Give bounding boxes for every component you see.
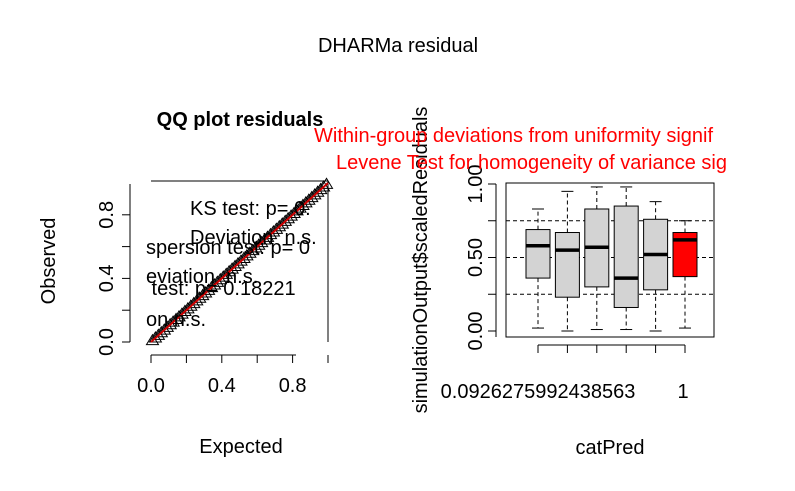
qq-reference-line	[150, 182, 329, 343]
boxplot-panel: 0.00 0.50 1.00 0.0926275992438563 1 catPre…	[314, 107, 727, 459]
qq-point	[319, 177, 334, 189]
qq-annotation-ks-deviation: Deviation n.s.	[190, 227, 317, 249]
qq-annotation-dispersion-deviation: eviation n.s.	[146, 266, 258, 288]
boxplot-box	[643, 201, 669, 332]
qq-annotation-dispersion: spersion test: p= 0	[146, 237, 310, 259]
boxplot-title-line-2: Levene Test for homogeneity of variance …	[336, 152, 727, 174]
box-iqr	[613, 205, 639, 308]
qq-annotation-ks: KS test: p= 0.	[190, 198, 311, 220]
boxplot-y-tick-label: 0.00	[465, 312, 487, 351]
boxplot-x-tick-label-0: 0.0926275992438563	[441, 381, 636, 403]
boxplot-x-label: catPred	[576, 437, 645, 459]
boxplot-box	[584, 186, 610, 331]
qq-x-tick-label: 0.8	[279, 375, 307, 397]
qq-annotation-outlier-deviation: on n.s.	[146, 309, 206, 331]
boxplot-box	[672, 220, 698, 329]
boxplot-x-tick-label-1: 1	[677, 381, 688, 403]
qq-plot-title: QQ plot residuals	[157, 109, 324, 131]
boxplot-boxes	[525, 186, 698, 332]
box-iqr	[525, 229, 551, 279]
qq-y-ticks: 0.0 0.4 0.8	[96, 201, 130, 356]
qq-plot-panel: QQ plot residuals 0.0 0.4 0.8 0.0 0.4 0.8 KS…	[38, 109, 334, 458]
qq-annotation-outlier: test: p= 0.18221	[146, 278, 296, 300]
boxplot-y-tick-label: 0.50	[465, 238, 487, 277]
qq-y-label: Observed	[38, 218, 60, 305]
boxplot-title-line-1: Within-group deviations from uniformity …	[314, 125, 713, 147]
qq-x-tick-label: 0.0	[137, 375, 165, 397]
boxplot-y-tick-label: 1.00	[465, 165, 487, 204]
qq-point	[316, 180, 331, 192]
boxplot-box	[613, 186, 639, 331]
boxplot-y-ticks: 0.00 0.50 1.00	[465, 165, 496, 351]
box-iqr	[554, 232, 580, 298]
qq-y-tick-label: 0.0	[96, 328, 118, 356]
qq-points	[145, 177, 334, 346]
qq-y-tick-label: 0.8	[96, 201, 118, 229]
boxplot-x-ticks	[537, 345, 686, 353]
figure-title: DHARMa residual	[318, 35, 478, 57]
boxplot-frame	[505, 182, 715, 338]
boxplot-box	[554, 190, 580, 332]
qq-x-label: Expected	[199, 436, 282, 458]
boxplot-y-label: simulationOutput$scaledResiduals	[410, 107, 432, 414]
boxplot-box	[525, 208, 551, 329]
qq-x-tick-label: 0.4	[208, 375, 236, 397]
qq-x-ticks: 0.0 0.4 0.8	[137, 355, 329, 397]
qq-y-tick-label: 0.4	[96, 264, 118, 292]
